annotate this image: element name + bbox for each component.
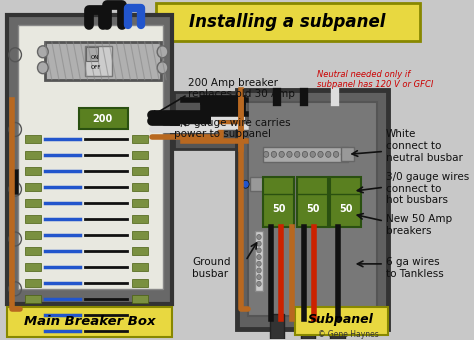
Circle shape — [257, 235, 261, 239]
Circle shape — [287, 151, 292, 157]
Circle shape — [157, 62, 168, 74]
Bar — [132, 167, 148, 175]
Circle shape — [294, 151, 300, 157]
Circle shape — [257, 261, 261, 266]
Text: Neutral needed only if
subpanel has 120 V or GFCI: Neutral needed only if subpanel has 120 … — [317, 70, 433, 89]
Text: 3/0 gauge wires
connect to
hot busbars: 3/0 gauge wires connect to hot busbars — [386, 172, 469, 205]
Bar — [132, 311, 148, 319]
Bar — [174, 91, 246, 149]
Bar — [237, 90, 389, 329]
Circle shape — [257, 268, 261, 273]
Text: 6 ga wires
to Tankless: 6 ga wires to Tankless — [386, 257, 444, 278]
Circle shape — [157, 46, 168, 58]
Bar — [250, 177, 263, 191]
Bar — [25, 183, 41, 191]
Circle shape — [318, 151, 323, 157]
Bar — [301, 314, 315, 339]
Bar — [25, 263, 41, 271]
Bar — [341, 147, 354, 161]
Bar — [132, 247, 148, 255]
Bar — [25, 311, 41, 319]
Circle shape — [302, 151, 308, 157]
Circle shape — [257, 241, 261, 246]
Circle shape — [257, 281, 261, 286]
Circle shape — [242, 180, 249, 188]
Text: Subpanel: Subpanel — [308, 313, 374, 326]
Circle shape — [326, 151, 331, 157]
Circle shape — [279, 151, 284, 157]
Bar — [255, 231, 264, 291]
Bar — [25, 231, 41, 239]
Bar — [132, 279, 148, 287]
Bar — [132, 231, 148, 239]
Bar — [25, 167, 41, 175]
Bar — [7, 15, 173, 304]
Bar — [79, 107, 128, 130]
Circle shape — [271, 151, 276, 157]
Circle shape — [37, 62, 48, 74]
Text: OFF: OFF — [91, 65, 101, 70]
Circle shape — [310, 151, 315, 157]
Bar — [248, 102, 377, 316]
Bar — [25, 295, 41, 303]
Bar — [12, 169, 18, 194]
Bar — [25, 135, 41, 143]
Bar — [330, 177, 361, 227]
Bar — [132, 151, 148, 159]
Bar — [132, 263, 148, 271]
Bar — [264, 177, 294, 227]
Circle shape — [257, 255, 261, 259]
Bar — [7, 307, 173, 337]
Circle shape — [333, 151, 339, 157]
Bar — [132, 183, 148, 191]
Circle shape — [257, 248, 261, 253]
Text: 200: 200 — [92, 114, 113, 123]
Text: ON: ON — [91, 55, 100, 60]
Text: 3/0 gauge wire carries
power to subpanel: 3/0 gauge wire carries power to subpanel — [174, 118, 291, 139]
Bar — [132, 327, 148, 335]
Bar — [295, 307, 389, 335]
Text: 200 Amp breaker
replaces old 30 Amp: 200 Amp breaker replaces old 30 Amp — [188, 78, 294, 99]
Bar — [132, 135, 148, 143]
Text: Ground
busbar: Ground busbar — [192, 257, 230, 278]
Text: Main Breaker Box: Main Breaker Box — [24, 315, 155, 328]
Bar — [341, 184, 354, 198]
Circle shape — [37, 46, 48, 58]
Bar — [25, 247, 41, 255]
Bar — [330, 314, 345, 339]
Circle shape — [257, 275, 261, 279]
Bar — [45, 42, 161, 80]
Bar — [132, 199, 148, 207]
Text: 50: 50 — [306, 204, 319, 214]
Text: White
connect to
neutral busbar: White connect to neutral busbar — [386, 130, 463, 163]
Bar — [25, 151, 41, 159]
Bar — [156, 3, 420, 41]
Bar — [25, 279, 41, 287]
Bar — [341, 209, 354, 223]
Text: Installing a subpanel: Installing a subpanel — [189, 13, 386, 31]
Bar — [85, 46, 112, 76]
Circle shape — [341, 151, 346, 157]
Bar — [25, 199, 41, 207]
Bar — [132, 215, 148, 223]
Bar — [264, 147, 348, 162]
Bar — [18, 25, 163, 289]
Bar — [270, 314, 284, 339]
Text: 50: 50 — [339, 204, 352, 214]
Text: © Gene Haynes: © Gene Haynes — [318, 330, 379, 339]
Bar — [25, 327, 41, 335]
Circle shape — [264, 151, 269, 157]
Bar — [297, 177, 328, 227]
Bar — [86, 47, 98, 61]
Text: 50: 50 — [272, 204, 285, 214]
Bar — [132, 295, 148, 303]
Text: New 50 Amp
breakers: New 50 Amp breakers — [386, 214, 452, 236]
Bar — [25, 215, 41, 223]
